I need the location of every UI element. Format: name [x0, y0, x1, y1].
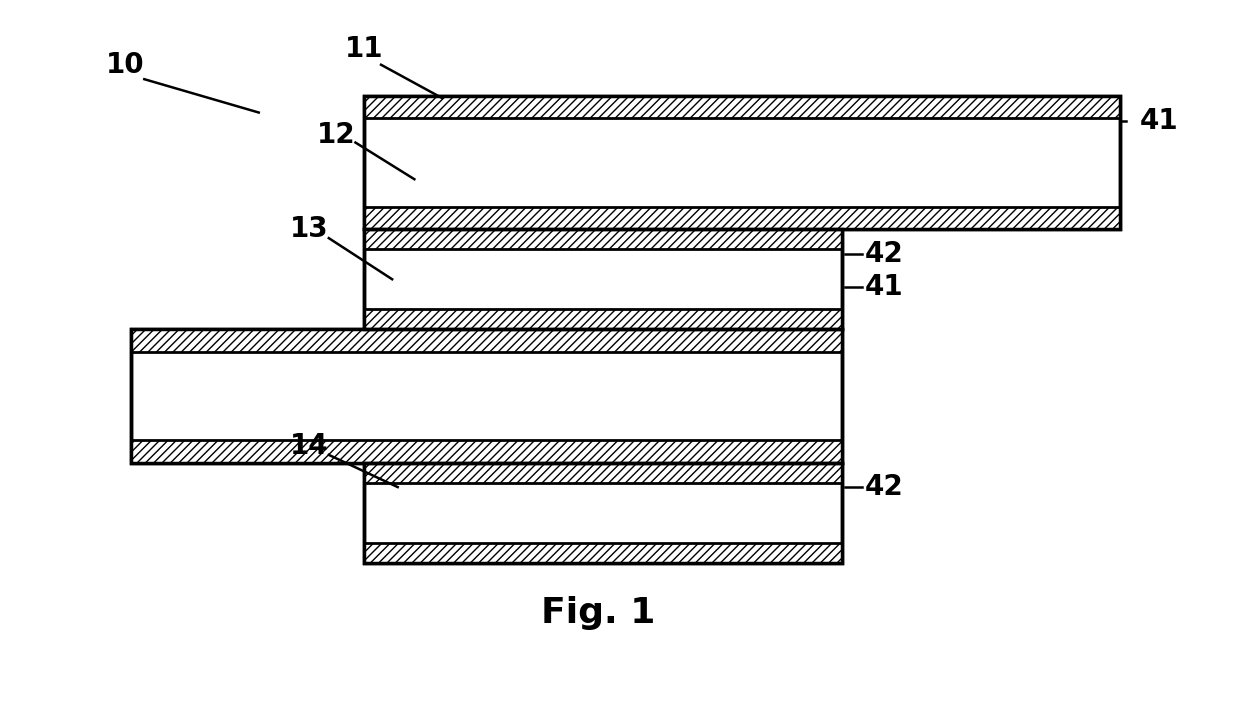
Bar [365, 207, 1120, 229]
Text: 41: 41 [864, 273, 903, 301]
Text: 12: 12 [317, 121, 356, 149]
Bar [365, 96, 1120, 229]
Text: 41: 41 [1140, 108, 1179, 136]
Bar [365, 229, 842, 329]
Bar [365, 96, 1120, 229]
Bar [365, 229, 842, 329]
Text: 14: 14 [289, 432, 329, 460]
Bar [131, 329, 842, 463]
Bar [131, 440, 842, 463]
Text: 42: 42 [864, 240, 903, 268]
Bar [365, 463, 842, 562]
Bar [131, 329, 842, 463]
Bar [365, 96, 1120, 118]
Text: Fig. 1: Fig. 1 [541, 596, 655, 631]
Bar [365, 543, 842, 562]
Bar [365, 229, 842, 250]
Text: 11: 11 [345, 35, 383, 63]
Bar [365, 463, 842, 483]
Text: 13: 13 [289, 215, 329, 243]
Text: 10: 10 [107, 51, 145, 79]
Bar [365, 309, 842, 329]
Bar [365, 463, 842, 562]
Bar [131, 329, 842, 352]
Text: 42: 42 [864, 473, 903, 501]
